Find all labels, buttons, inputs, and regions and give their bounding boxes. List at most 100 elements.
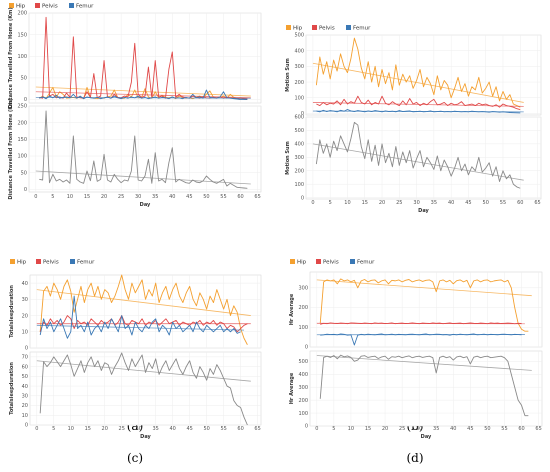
y-tick-label: 0 [25, 346, 28, 352]
y-tick-label: 400 [298, 372, 308, 378]
y-tick-label: 0 [305, 345, 308, 351]
x-tick-label: 55 [220, 194, 226, 200]
trend-line-hip [35, 86, 251, 97]
y-tick-label: 30 [22, 394, 28, 400]
trend-line-combined [36, 360, 251, 382]
y-tick-label: 150 [17, 32, 27, 38]
trend-line-hip [316, 279, 532, 297]
x-tick-label: 65 [254, 194, 260, 200]
x-tick-label: 50 [203, 426, 209, 432]
legend-entry: Femur [353, 26, 371, 32]
y-tick-label: 200 [298, 305, 308, 311]
x-tick-label: 0 [35, 426, 38, 432]
legend-entry: Pelvis [42, 4, 58, 10]
y-tick-label: 0 [305, 424, 308, 430]
grid [306, 34, 541, 115]
legend-swatch [350, 259, 355, 264]
y-tick-label: 0 [24, 187, 27, 193]
legend: Hip Pelvis Femur [290, 259, 375, 266]
x-tick-label: 25 [399, 426, 405, 432]
plot-area [305, 34, 542, 116]
x-tick-label: 45 [465, 200, 471, 206]
x-tick-label: 55 [220, 426, 226, 432]
series-line-hip [39, 274, 248, 345]
legend-swatch [70, 259, 75, 264]
legend-entry: Pelvis [323, 260, 339, 266]
plot-area [309, 271, 543, 348]
legend-entry: Pelvis [319, 26, 335, 32]
x-tick-label: 50 [203, 194, 209, 200]
y-tick-label: 600 [294, 115, 304, 121]
legend-swatch [346, 25, 351, 30]
x-tick-label: 55 [500, 200, 506, 206]
x-tick-label: 20 [101, 194, 107, 200]
y-tick-label: 100 [294, 182, 304, 188]
x-tick-label: 30 [135, 194, 141, 200]
legend-entry: Femur [76, 4, 94, 10]
y-tick-label: 100 [17, 154, 27, 160]
subplot-bottom: 0 100 200 300 400 500 600 Motion Sum [285, 115, 542, 201]
y-tick-label: 20 [22, 403, 28, 409]
series-line-femur [39, 295, 241, 339]
plot-area [29, 351, 262, 426]
legend: Hip Pelvis Femur [10, 259, 95, 266]
y-tick-label: 300 [294, 155, 304, 161]
y-axis-label: Totalsleepduration [9, 285, 15, 338]
legend-swatch [9, 3, 14, 8]
y-tick-label: 200 [294, 168, 304, 174]
y-tick-label: 30 [22, 297, 28, 303]
x-tick-label: 5 [51, 194, 54, 200]
y-axis-label: Distance Travelled From Home (Km) [8, 7, 14, 108]
y-axis-label: Motion Sum [285, 58, 291, 92]
y-tick-label: 400 [294, 142, 304, 148]
trend-line-combined [35, 170, 251, 185]
trend-line-femur [36, 324, 245, 331]
x-tick-label: 40 [169, 194, 175, 200]
x-tick-label: 35 [152, 194, 158, 200]
x-tick-label: 40 [169, 426, 175, 432]
y-tick-label: 100 [298, 325, 308, 331]
x-tick-label: 45 [186, 194, 192, 200]
x-tick-label: 5 [329, 200, 332, 206]
y-axis-label: Distance Travelled From Home (Km) [8, 98, 14, 199]
y-axis-label: Motion Sum [285, 141, 291, 175]
x-tick-label: 30 [416, 426, 422, 432]
subplot-top: 0 100 200 300 400 500 Motion Sum [285, 33, 542, 117]
x-tick-label: 60 [237, 194, 243, 200]
series-line-pelvis [39, 315, 248, 333]
legend-swatch [316, 259, 321, 264]
y-tick-label: 0 [301, 111, 304, 117]
y-tick-label: 100 [298, 411, 308, 417]
legend-swatch [10, 259, 15, 264]
x-tick-label: 20 [382, 426, 388, 432]
legend-entry: Hip [16, 4, 26, 10]
panel-caption: (c) [127, 451, 143, 465]
x-tick-label: 40 [450, 426, 456, 432]
y-tick-label: 200 [17, 11, 27, 17]
trend-line-femur [35, 96, 251, 99]
x-tick-label: 50 [483, 200, 489, 206]
x-tick-label: 30 [136, 426, 142, 432]
legend-swatch [36, 259, 41, 264]
x-tick-label: 0 [315, 426, 318, 432]
x-tick-label: 10 [68, 426, 74, 432]
trend-line-hip [36, 289, 251, 316]
y-tick-label: 0 [24, 97, 27, 103]
legend: Hip Pelvis Femur [9, 3, 94, 10]
legend-swatch [290, 259, 295, 264]
legend-entry: Hip [17, 260, 27, 266]
y-tick-label: 20 [22, 313, 28, 319]
x-tick-label: 25 [396, 200, 402, 206]
x-tick-label: 25 [118, 194, 124, 200]
legend-swatch [35, 3, 40, 8]
trend-line-femur [312, 110, 524, 113]
x-tick-label: 45 [467, 426, 473, 432]
trend-line-combined [316, 355, 532, 371]
y-tick-label: 70 [22, 355, 28, 361]
y-tick-label: 500 [294, 33, 304, 39]
legend-swatch [312, 25, 317, 30]
